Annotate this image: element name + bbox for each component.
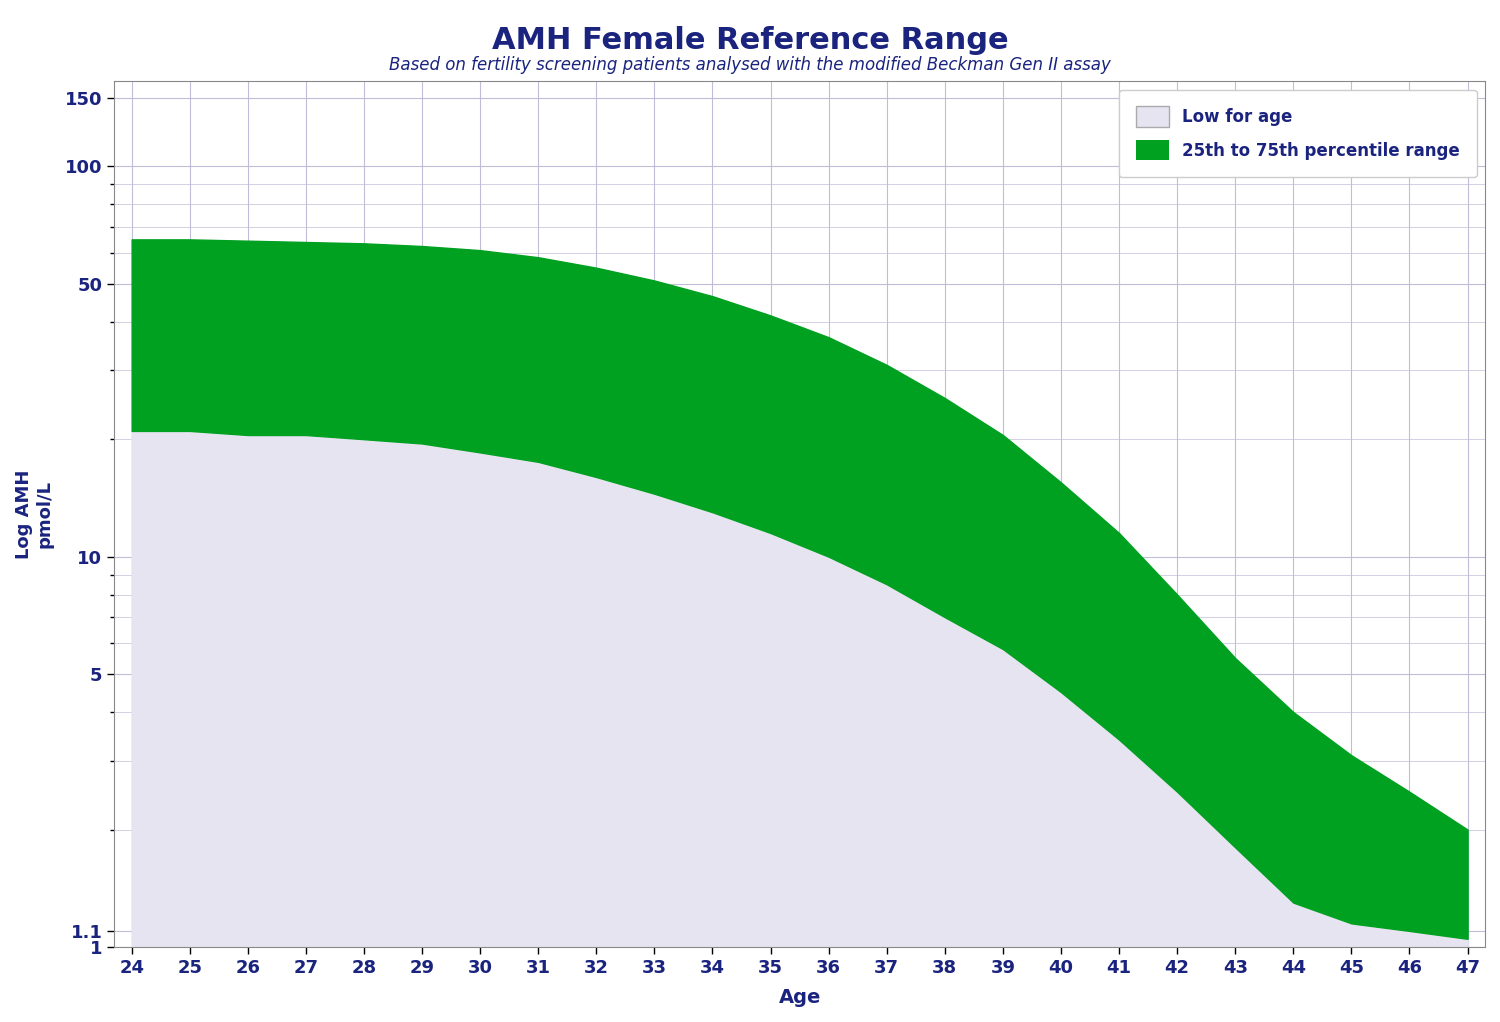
X-axis label: Age: Age [778, 988, 820, 1007]
Text: Based on fertility screening patients analysed with the modified Beckman Gen II : Based on fertility screening patients an… [388, 56, 1112, 75]
Legend: Low for age, 25th to 75th percentile range: Low for age, 25th to 75th percentile ran… [1119, 90, 1476, 177]
Y-axis label: Log AMH
pmol/L: Log AMH pmol/L [15, 469, 54, 559]
Text: AMH Female Reference Range: AMH Female Reference Range [492, 26, 1008, 54]
